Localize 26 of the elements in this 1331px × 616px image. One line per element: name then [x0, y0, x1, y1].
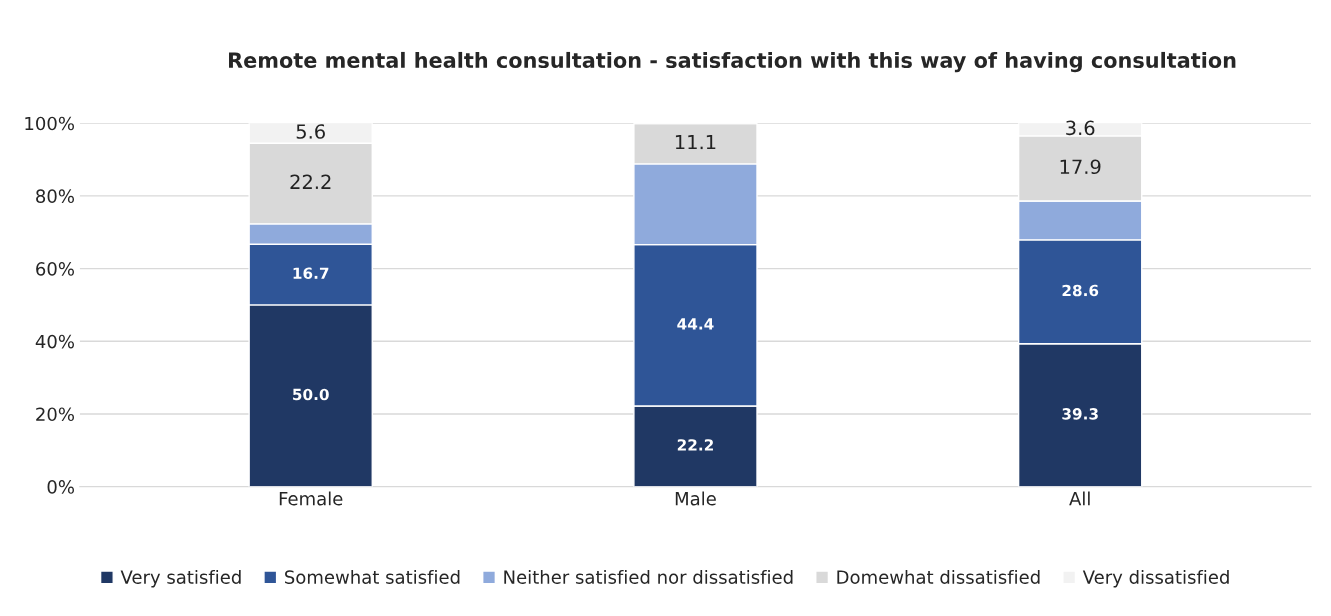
data-label: 16.7: [293, 267, 329, 280]
data-label: 28.6: [1062, 284, 1099, 297]
data-label: 50.0: [293, 388, 329, 401]
y-tick-label: 60%: [36, 262, 74, 276]
data-label: 22.2: [677, 439, 713, 451]
y-tick-label: 40%: [35, 334, 74, 349]
legend-label: Very dissatisfied: [1082, 569, 1229, 588]
y-tick-label: 0%: [47, 480, 74, 494]
legend-label: Somewhat satisfied: [285, 569, 460, 584]
data-label: 44.4: [677, 318, 714, 330]
legend-label: Domewhat dissatisfied: [837, 569, 1040, 584]
legend-label: Very satisfied: [120, 569, 241, 588]
data-label: 5.6: [296, 124, 325, 139]
data-label: 3.6: [1066, 120, 1095, 136]
y-tick-label: 100%: [25, 116, 74, 131]
data-label: 22.2: [290, 174, 331, 189]
y-tick-label: 80%: [36, 189, 74, 203]
x-tick-label: Male: [675, 491, 716, 506]
x-tick-label: Female: [279, 491, 343, 506]
x-tick-label: All: [1069, 491, 1090, 506]
y-tick-label: 20%: [36, 407, 74, 422]
data-label: 11.1: [675, 134, 716, 150]
chart-title: Remote mental health consultation - satisfaction with this way of having consultation: [229, 51, 1236, 73]
legend-label: Neither satisfied nor dissatisfied: [504, 569, 793, 584]
data-label: 17.9: [1060, 159, 1101, 175]
data-label: 39.3: [1062, 408, 1098, 420]
